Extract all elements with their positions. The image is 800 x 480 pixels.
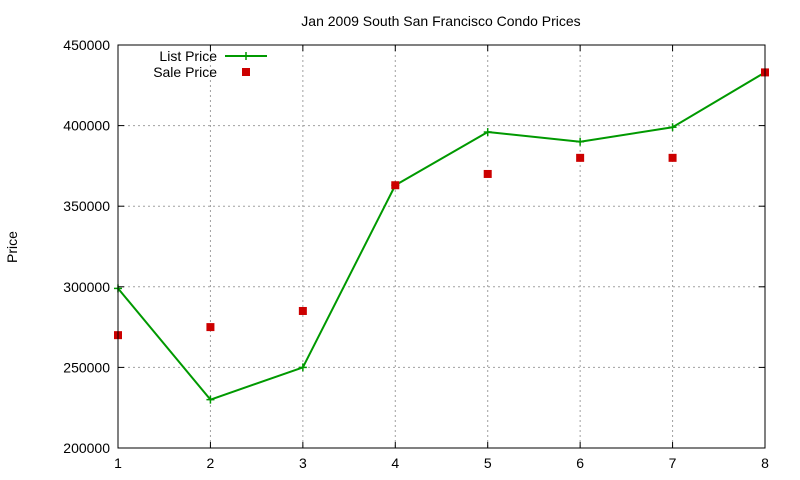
y-tick-label: 450000	[63, 37, 110, 53]
series-line-list-price	[117, 71, 766, 401]
legend-square-marker	[242, 68, 250, 76]
legend-plus-marker	[242, 52, 250, 60]
chart-title: Jan 2009 South San Francisco Condo Price…	[301, 13, 580, 29]
y-tick-label: 200000	[63, 440, 110, 456]
x-tick-label: 4	[391, 455, 399, 471]
list-price-point	[576, 137, 585, 146]
x-tick-label: 8	[761, 455, 769, 471]
legend-label: Sale Price	[153, 64, 217, 80]
sale-price-point	[206, 323, 215, 332]
x-tick-label: 5	[484, 455, 492, 471]
sale-price-point	[668, 153, 677, 162]
sale-price-point	[298, 306, 307, 315]
legend-label: List Price	[159, 48, 217, 64]
x-tick-label: 1	[114, 455, 122, 471]
list-price-point	[668, 123, 677, 132]
sale-price-point	[483, 169, 492, 178]
sale-price-point	[391, 181, 400, 190]
y-tick-label: 350000	[63, 198, 110, 214]
x-tick-label: 3	[299, 455, 307, 471]
x-tick-label: 2	[207, 455, 215, 471]
x-tick-label: 7	[669, 455, 677, 471]
y-axis-label: Price	[4, 231, 20, 263]
plot-frame	[117, 44, 766, 449]
list-price-point	[206, 395, 215, 404]
y-tick-label: 400000	[63, 118, 110, 134]
list-price-point	[298, 363, 307, 372]
sale-price-point	[576, 153, 585, 162]
y-tick-label: 250000	[63, 359, 110, 375]
grid	[118, 45, 765, 448]
x-tick-label: 6	[576, 455, 584, 471]
list-price-point	[483, 128, 492, 137]
axis-ticks: 1 2 3 4 5 6 7 8 200000 250000 300000 350000 400000 45…	[63, 37, 769, 471]
y-tick-label: 300000	[63, 279, 110, 295]
plot-area	[114, 68, 769, 404]
